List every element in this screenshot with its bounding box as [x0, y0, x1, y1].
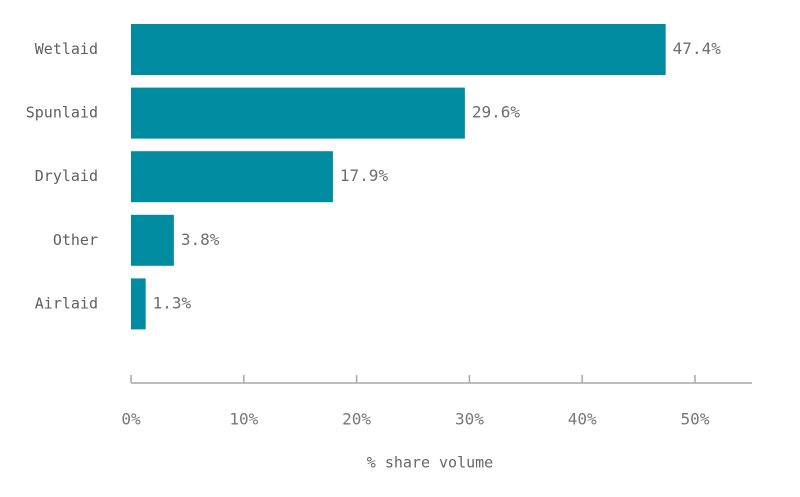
bar-drylaid — [131, 151, 333, 203]
x-tick-label: 40% — [568, 410, 597, 429]
category-label-spunlaid: Spunlaid — [26, 104, 98, 122]
x-tick-label: 30% — [455, 410, 484, 429]
category-labels: Wetlaid Spunlaid Drylaid Other Airlaid — [26, 40, 98, 312]
category-label-drylaid: Drylaid — [35, 167, 98, 185]
category-label-airlaid: Airlaid — [35, 294, 98, 312]
value-label-wetlaid: 47.4% — [673, 39, 722, 58]
x-tick-label: 50% — [681, 410, 710, 429]
value-label-drylaid: 17.9% — [340, 166, 389, 185]
bar-wetlaid — [131, 24, 666, 75]
x-axis: 0% 10% 20% 30% 40% 50% — [121, 375, 752, 429]
category-label-other: Other — [53, 231, 98, 249]
x-axis-title: % share volume — [367, 454, 493, 472]
category-label-wetlaid: Wetlaid — [35, 40, 98, 58]
x-tick-label: 10% — [229, 410, 258, 429]
x-tick-label: 20% — [342, 410, 371, 429]
bar-airlaid — [131, 278, 146, 330]
x-tick-label: 0% — [121, 410, 141, 429]
value-labels: 47.4% 29.6% 17.9% 3.8% 1.3% — [153, 39, 722, 312]
bar-other — [131, 214, 174, 266]
value-label-other: 3.8% — [181, 230, 220, 249]
bars-layer — [131, 24, 666, 330]
value-label-airlaid: 1.3% — [153, 293, 192, 312]
value-label-spunlaid: 29.6% — [472, 103, 521, 122]
bar-spunlaid — [131, 87, 465, 139]
